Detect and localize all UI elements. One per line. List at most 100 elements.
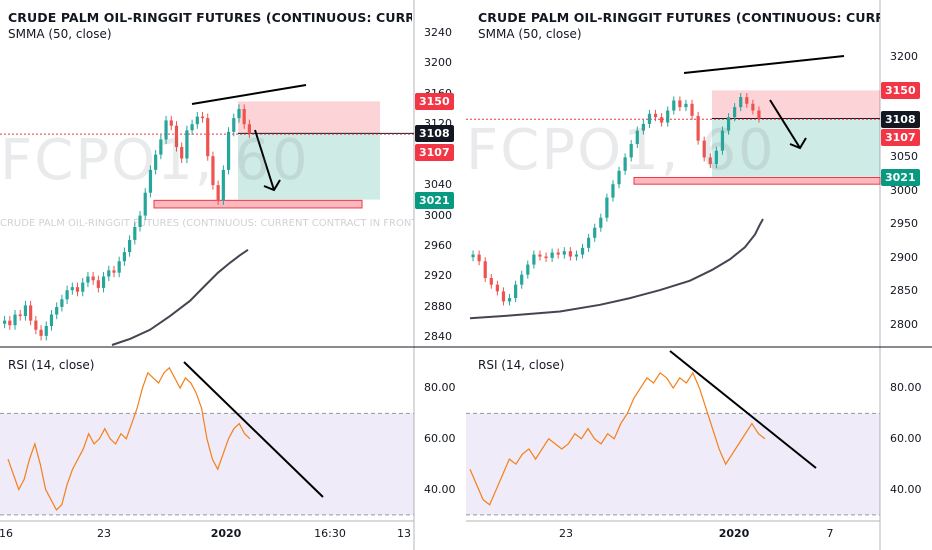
candle-body bbox=[720, 130, 725, 151]
y-tick-label: 3200 bbox=[890, 49, 918, 63]
price-badge: 3021 bbox=[881, 168, 920, 186]
chart-canvas-right[interactable] bbox=[466, 0, 932, 550]
candle-body bbox=[733, 107, 737, 118]
chart-title: CRUDE PALM OIL-RINGGIT FUTURES (CONTINUO… bbox=[478, 10, 880, 25]
y-tick-label: 3000 bbox=[424, 208, 452, 222]
candle-body bbox=[180, 147, 184, 159]
y-tick-label: 2850 bbox=[890, 284, 918, 298]
y-tick-label: 2800 bbox=[890, 317, 918, 331]
chart-panel-right[interactable]: FCPO1, 60 CRUDE PALM OIL-RINGGIT FUTURES… bbox=[466, 0, 932, 550]
candle-body bbox=[112, 270, 116, 273]
candle-body bbox=[159, 139, 163, 155]
rsi-tick-label: 40.00 bbox=[890, 482, 922, 496]
candle-body bbox=[568, 251, 572, 257]
candle-body bbox=[714, 150, 718, 165]
candle-body bbox=[611, 184, 615, 198]
symbol-watermark: FCPO1, 60 bbox=[0, 128, 310, 193]
candle-body bbox=[562, 251, 566, 255]
candle-body bbox=[544, 256, 548, 259]
candle-body bbox=[107, 270, 111, 277]
candle-body bbox=[653, 113, 658, 118]
candle-body bbox=[751, 103, 755, 111]
candle-body bbox=[587, 237, 591, 248]
candle-body bbox=[593, 227, 597, 238]
y-tick-label: 2900 bbox=[890, 250, 918, 264]
candle-body bbox=[708, 157, 712, 165]
y-tick-label: 3200 bbox=[424, 56, 452, 70]
candle-body bbox=[556, 252, 560, 255]
candle-body bbox=[690, 103, 694, 116]
candle-body bbox=[117, 261, 121, 273]
x-tick-label: 7 bbox=[826, 527, 834, 540]
smma-line bbox=[111, 248, 249, 346]
smma-legend[interactable]: SMMA (50, close) bbox=[8, 27, 112, 41]
candle-body bbox=[174, 125, 179, 148]
candle-body bbox=[605, 197, 609, 218]
candle-body bbox=[757, 110, 761, 119]
y-tick-label: 2880 bbox=[424, 299, 452, 313]
take-profit-zone bbox=[712, 118, 880, 177]
candle-body bbox=[122, 252, 126, 262]
y-tick-label: 2960 bbox=[424, 239, 452, 253]
candle-body bbox=[526, 264, 530, 275]
candle-body bbox=[81, 282, 85, 292]
watermark-subtitle: CRUDE PALM OIL-RINGGIT FUTURES (CONTINUO… bbox=[0, 218, 414, 229]
candle-body bbox=[489, 278, 493, 285]
candle-body bbox=[635, 130, 639, 144]
candle-body bbox=[133, 226, 137, 240]
y-tick-label: 2950 bbox=[890, 217, 918, 231]
candle-body bbox=[55, 306, 59, 315]
candle-body bbox=[696, 115, 700, 141]
support-zone bbox=[153, 199, 363, 209]
rsi-legend[interactable]: RSI (14, close) bbox=[478, 358, 565, 372]
y-tick-label: 3040 bbox=[424, 178, 452, 192]
candle-body bbox=[91, 276, 95, 281]
rsi-line bbox=[7, 366, 251, 511]
candle-body bbox=[148, 169, 153, 193]
candle-body bbox=[8, 320, 12, 326]
candle-body bbox=[495, 284, 499, 292]
x-tick-label: 16 bbox=[0, 527, 13, 540]
x-tick-label: 2020 bbox=[210, 527, 242, 540]
y-tick-label: 2920 bbox=[424, 269, 452, 283]
candle-body bbox=[195, 116, 199, 125]
y-tick-label: 2840 bbox=[424, 330, 452, 344]
stop-loss-zone bbox=[238, 101, 380, 134]
candle-body bbox=[226, 131, 231, 170]
candle-body bbox=[550, 252, 554, 258]
chart-panel-left[interactable]: FCPO1, 60 CRUDE PALM OIL-RINGGIT FUTURES… bbox=[0, 0, 466, 550]
down-arrow-shaft bbox=[254, 129, 275, 191]
candle-body bbox=[206, 118, 210, 157]
candle-body bbox=[580, 247, 585, 255]
candle-body bbox=[60, 299, 64, 307]
chart-canvas-left[interactable] bbox=[0, 0, 466, 550]
candle-body bbox=[242, 108, 246, 125]
candle-body bbox=[75, 287, 80, 292]
rsi-trendline bbox=[669, 350, 817, 469]
rsi-legend[interactable]: RSI (14, close) bbox=[8, 358, 95, 372]
x-tick-label: 23 bbox=[559, 527, 573, 540]
candle-body bbox=[501, 291, 506, 302]
chart-title: CRUDE PALM OIL-RINGGIT FUTURES (CONTINUO… bbox=[8, 10, 412, 25]
candle-body bbox=[138, 215, 142, 227]
price-badge: 3150 bbox=[415, 93, 454, 111]
candle-body bbox=[702, 140, 706, 158]
candle-body bbox=[660, 117, 664, 123]
candle-body bbox=[18, 314, 22, 317]
candle-body bbox=[216, 185, 220, 201]
smma-legend[interactable]: SMMA (50, close) bbox=[478, 27, 582, 41]
take-profit-zone bbox=[238, 133, 380, 200]
y-tick-label: 3000 bbox=[890, 183, 918, 197]
candle-body bbox=[538, 254, 542, 257]
y-tick-label: 3050 bbox=[890, 150, 918, 164]
x-tick-label: 23 bbox=[97, 527, 111, 540]
candle-body bbox=[200, 116, 205, 119]
price-badge: 3021 bbox=[415, 191, 454, 209]
candle-body bbox=[247, 124, 251, 134]
candle-body bbox=[13, 314, 17, 326]
candle-body bbox=[471, 254, 475, 258]
candle-body bbox=[483, 261, 487, 278]
price-badge: 3150 bbox=[881, 82, 920, 100]
candle-body bbox=[599, 217, 603, 228]
rsi-line bbox=[469, 371, 766, 506]
